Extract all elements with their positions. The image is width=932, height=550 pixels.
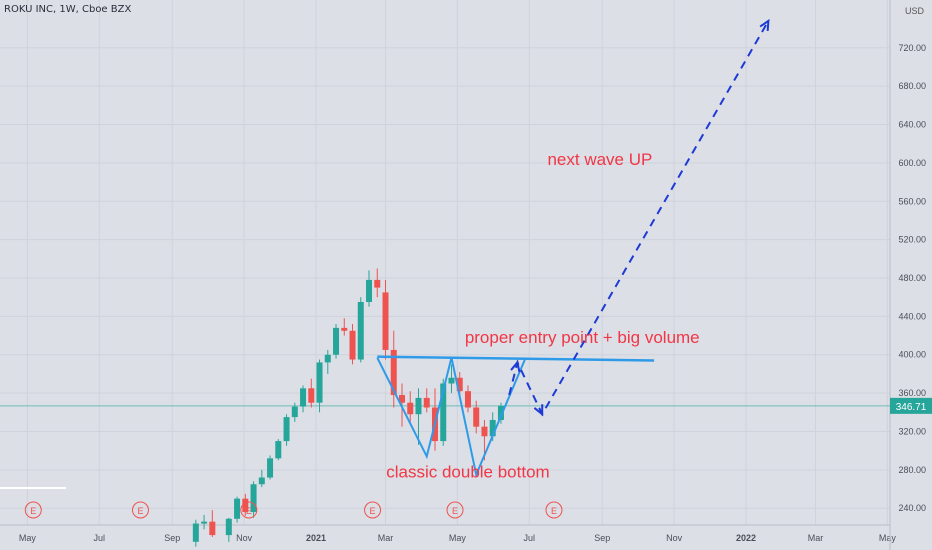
x-tick-label: Jul bbox=[523, 533, 535, 543]
candle-body bbox=[333, 327, 340, 355]
candle-body bbox=[209, 521, 216, 536]
x-tick-label: Jul bbox=[93, 533, 105, 543]
last-price-value: 346.71 bbox=[896, 402, 927, 413]
earnings-marker-label: E bbox=[30, 506, 36, 516]
candle-body bbox=[192, 523, 199, 542]
candle-body bbox=[341, 327, 348, 331]
candle-body bbox=[399, 395, 405, 403]
x-tick-label: Nov bbox=[236, 533, 253, 543]
earnings-marker-label: E bbox=[551, 506, 557, 516]
x-tick-label: 2021 bbox=[306, 533, 326, 543]
y-tick-label: 280.00 bbox=[898, 465, 926, 475]
candle-body bbox=[349, 330, 356, 360]
y-tick-label: 520.00 bbox=[898, 235, 926, 245]
candle-body bbox=[267, 458, 274, 478]
x-tick-label: May bbox=[879, 533, 897, 543]
candle-body bbox=[316, 362, 323, 403]
candle-body bbox=[201, 521, 208, 524]
projection-arrowhead-target bbox=[759, 18, 770, 31]
candle-body bbox=[464, 391, 471, 408]
candle-body bbox=[415, 397, 422, 415]
candle-body bbox=[242, 498, 249, 513]
y-tick-label: 320.00 bbox=[898, 426, 926, 436]
y-tick-label: 720.00 bbox=[898, 43, 926, 53]
y-tick-label: 480.00 bbox=[898, 273, 926, 283]
x-tick-label: Sep bbox=[164, 533, 180, 543]
y-tick-label: 640.00 bbox=[898, 120, 926, 130]
earnings-marker[interactable] bbox=[24, 501, 42, 519]
candle-body bbox=[366, 279, 373, 302]
earnings-marker-label: E bbox=[246, 506, 252, 516]
x-tick-label: May bbox=[19, 533, 37, 543]
earnings-marker[interactable] bbox=[240, 501, 258, 519]
projection-dashed-path bbox=[508, 20, 770, 417]
x-tick-label: 2022 bbox=[736, 533, 756, 543]
x-tick-label: Mar bbox=[378, 533, 394, 543]
candle-body bbox=[489, 419, 496, 437]
y-tick-label: 400.00 bbox=[898, 350, 926, 360]
next-wave-up-label: next wave UP bbox=[547, 150, 652, 169]
candle-body bbox=[407, 402, 414, 415]
candle-body bbox=[390, 349, 397, 396]
candle-body bbox=[473, 407, 480, 427]
projection-arrowhead-down bbox=[533, 404, 544, 417]
candle-body bbox=[448, 377, 455, 384]
candle-body bbox=[283, 417, 290, 442]
earnings-marker[interactable] bbox=[131, 501, 149, 519]
last-price-badge bbox=[890, 397, 932, 414]
earnings-marker-label: E bbox=[137, 506, 143, 516]
candle-body bbox=[250, 484, 257, 513]
candle-body bbox=[291, 406, 298, 418]
earnings-marker[interactable] bbox=[545, 501, 563, 519]
y-tick-label: 240.00 bbox=[898, 503, 926, 513]
candle-body bbox=[382, 292, 389, 350]
candle-body bbox=[497, 405, 504, 420]
candle-body bbox=[234, 498, 241, 519]
candle-body bbox=[225, 518, 232, 536]
double-bottom-path bbox=[376, 357, 527, 478]
projection-arrowhead-up-small bbox=[510, 360, 521, 373]
y-tick-label: 600.00 bbox=[898, 158, 926, 168]
candle-body bbox=[308, 388, 315, 403]
candle-body bbox=[357, 301, 364, 360]
candle-body bbox=[275, 441, 282, 459]
y-tick-label: 440.00 bbox=[898, 311, 926, 321]
currency-label: USD bbox=[904, 6, 924, 16]
candle-body bbox=[324, 354, 331, 363]
candle-body bbox=[481, 426, 488, 437]
candle-body bbox=[258, 477, 265, 485]
y-tick-label: 360.00 bbox=[898, 388, 926, 398]
earnings-marker-label: E bbox=[452, 506, 458, 516]
neckline-trendline bbox=[377, 355, 655, 362]
x-tick-label: Sep bbox=[594, 533, 610, 543]
candle-body bbox=[456, 377, 463, 392]
candle-body bbox=[423, 397, 430, 408]
x-tick-label: May bbox=[449, 533, 467, 543]
earnings-marker[interactable] bbox=[364, 501, 382, 519]
candle-body bbox=[440, 383, 447, 442]
candle-body bbox=[374, 279, 381, 288]
y-tick-label: 560.00 bbox=[898, 196, 926, 206]
double-bottom-label: classic double bottom bbox=[386, 463, 549, 482]
x-tick-label: Mar bbox=[808, 533, 824, 543]
entry-point-label: proper entry point + big volume bbox=[465, 328, 700, 347]
symbol-header: ROKU INC, 1W, Cboe BZX bbox=[4, 4, 132, 15]
y-tick-label: 680.00 bbox=[898, 81, 926, 91]
candle-body bbox=[300, 388, 307, 407]
earnings-marker-label: E bbox=[370, 506, 376, 516]
earnings-marker[interactable] bbox=[446, 501, 464, 519]
x-tick-label: Nov bbox=[666, 533, 683, 543]
